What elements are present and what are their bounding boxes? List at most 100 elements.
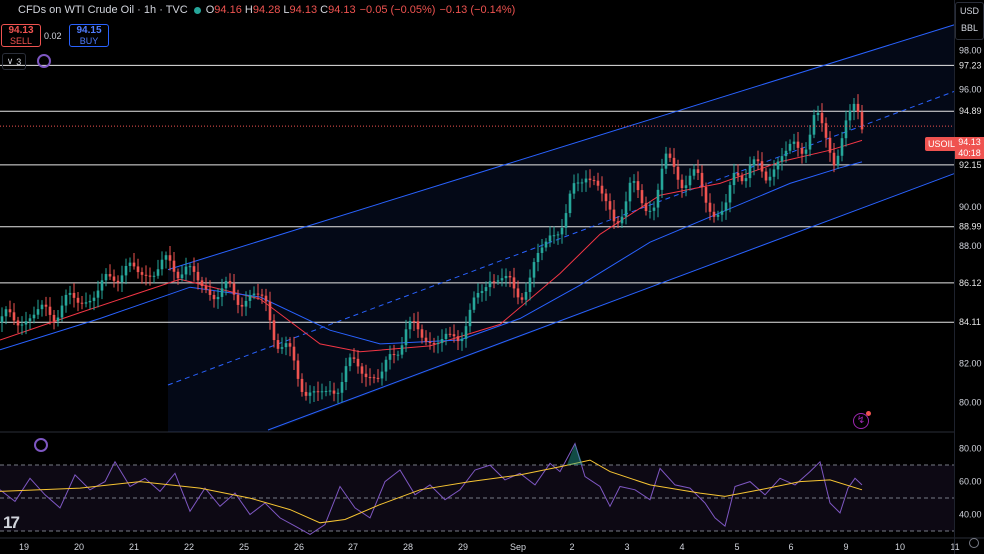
- candle-body: [620, 216, 624, 224]
- candle-body: [264, 295, 268, 302]
- candle-body: [176, 271, 180, 279]
- level-label-bg: [955, 275, 984, 290]
- sell-price: 94.13: [8, 25, 34, 36]
- candle-body: [436, 343, 440, 345]
- candle-body: [524, 291, 528, 300]
- candle-body: [768, 176, 772, 181]
- candle-body: [144, 274, 148, 276]
- candle-body: [572, 183, 576, 194]
- candle-body: [440, 339, 444, 344]
- candle-body: [692, 169, 696, 176]
- currency-label: USD: [959, 6, 979, 16]
- candle-body: [356, 358, 360, 367]
- symbol-title[interactable]: CFDs on WTI Crude Oil · 1h · TVC: [18, 4, 188, 16]
- candle-body: [492, 281, 496, 283]
- candle-body: [56, 317, 60, 322]
- candle-body: [716, 214, 720, 217]
- candle-body: [104, 274, 108, 281]
- candle-body: [520, 297, 524, 300]
- candle-body: [388, 354, 392, 360]
- low-label: L: [283, 4, 290, 16]
- candles: [0, 94, 864, 404]
- time-axis-label: 5: [734, 542, 739, 552]
- candle-body: [352, 357, 356, 359]
- unit-selector[interactable]: USD BBL: [955, 2, 984, 40]
- candle-body: [192, 266, 196, 272]
- candle-body: [776, 161, 780, 170]
- candle-body: [136, 266, 140, 273]
- candle-body: [672, 157, 676, 167]
- lightning-icon[interactable]: ↯: [853, 411, 871, 429]
- candle-body: [148, 275, 152, 277]
- price-axis-tick: 80.00: [959, 398, 982, 408]
- rsi-axis-tick: 60.00: [959, 477, 982, 487]
- level-label-bg: [955, 104, 984, 119]
- candle-body: [372, 377, 376, 379]
- bar-countdown: 40:18: [958, 148, 981, 158]
- candle-body: [100, 280, 104, 291]
- time-axis-label: 27: [348, 542, 358, 552]
- candle-body: [444, 333, 448, 340]
- candle-body: [600, 185, 604, 194]
- close-label: C: [320, 4, 329, 16]
- settings-icon[interactable]: [969, 538, 979, 548]
- candle-body: [4, 309, 8, 317]
- refresh-icon[interactable]: [37, 54, 51, 68]
- open-value: 94.16: [214, 4, 242, 16]
- symbol-badge: USOIL: [925, 137, 959, 151]
- candle-body: [152, 275, 156, 277]
- candle-body: [676, 166, 680, 180]
- time-axis-label: 20: [74, 542, 84, 552]
- candle-body: [36, 309, 40, 315]
- candle-body: [852, 103, 856, 111]
- candle-body: [468, 309, 472, 327]
- candle-body: [88, 300, 92, 303]
- chevron-down-icon: ∨: [6, 56, 14, 66]
- candle-body: [128, 262, 132, 266]
- candle-body: [140, 272, 144, 275]
- buy-button[interactable]: 94.15 BUY: [69, 24, 109, 47]
- candle-body: [404, 329, 408, 346]
- candle-body: [256, 293, 260, 295]
- candle-body: [684, 185, 688, 188]
- candle-body: [740, 175, 744, 182]
- candle-body: [396, 354, 400, 356]
- ohlc-readout: O94.16 H94.28 L94.13 C94.13: [206, 4, 356, 16]
- candle-body: [376, 377, 380, 379]
- candle-body: [832, 152, 836, 166]
- indicators-toggle[interactable]: ∨ 3: [2, 53, 26, 70]
- candle-body: [588, 178, 592, 181]
- candle-body: [804, 149, 808, 154]
- candle-body: [824, 123, 828, 138]
- high-label: H: [244, 4, 253, 16]
- time-axis-label: 4: [679, 542, 684, 552]
- rsi-ma-line: [0, 459, 863, 524]
- candle-body: [476, 292, 480, 298]
- candle-body: [756, 159, 760, 162]
- candle-body: [132, 262, 136, 267]
- candle-body: [728, 185, 732, 203]
- candle-body: [644, 203, 648, 212]
- tradingview-logo-icon[interactable]: 17: [3, 513, 20, 532]
- candle-body: [112, 276, 116, 281]
- candle-body: [280, 347, 284, 349]
- last-price-label: 94.13 40:18: [955, 137, 984, 159]
- candle-body: [484, 287, 488, 292]
- time-axis-label: 22: [184, 542, 194, 552]
- sell-button[interactable]: 94.13 SELL: [1, 24, 41, 47]
- time-axis-label: 21: [129, 542, 139, 552]
- candle-body: [504, 275, 508, 279]
- candle-body: [576, 182, 580, 184]
- candle-body: [496, 280, 500, 282]
- candle-body: [76, 297, 80, 303]
- time-axis-label: 2: [569, 542, 574, 552]
- candle-body: [232, 283, 236, 295]
- open-label: O: [205, 4, 215, 16]
- indicators-count: 3: [16, 56, 22, 67]
- candle-body: [340, 382, 344, 393]
- rsi-refresh-icon[interactable]: [34, 438, 48, 452]
- time-axis-label: 28: [403, 542, 413, 552]
- candle-body: [712, 211, 716, 217]
- session-change: −0.13 (−0.14%): [439, 4, 516, 16]
